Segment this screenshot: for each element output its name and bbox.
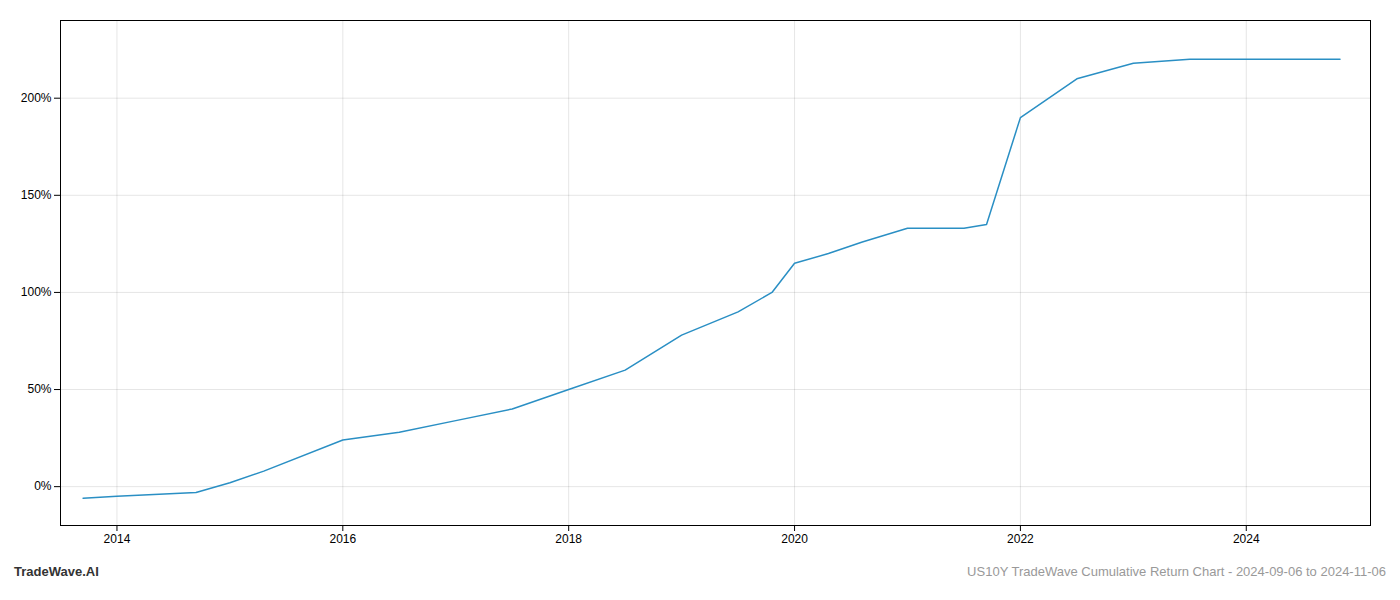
svg-text:0%: 0% [34, 479, 52, 493]
svg-text:2024: 2024 [1233, 532, 1260, 546]
svg-text:200%: 200% [21, 91, 52, 105]
svg-text:2018: 2018 [555, 532, 582, 546]
svg-text:2014: 2014 [104, 532, 131, 546]
svg-text:100%: 100% [21, 285, 52, 299]
svg-text:150%: 150% [21, 188, 52, 202]
svg-text:2016: 2016 [329, 532, 356, 546]
html-text:TradeWave.AI: TradeWave.AI [14, 564, 99, 579]
html-text:US10Y TradeWave Cumulative Ret: US10Y TradeWave Cumulative Return Chart … [967, 564, 1386, 579]
svg-text:50%: 50% [27, 382, 51, 396]
svg-text:2022: 2022 [1007, 532, 1034, 546]
svg-text:2020: 2020 [781, 532, 808, 546]
